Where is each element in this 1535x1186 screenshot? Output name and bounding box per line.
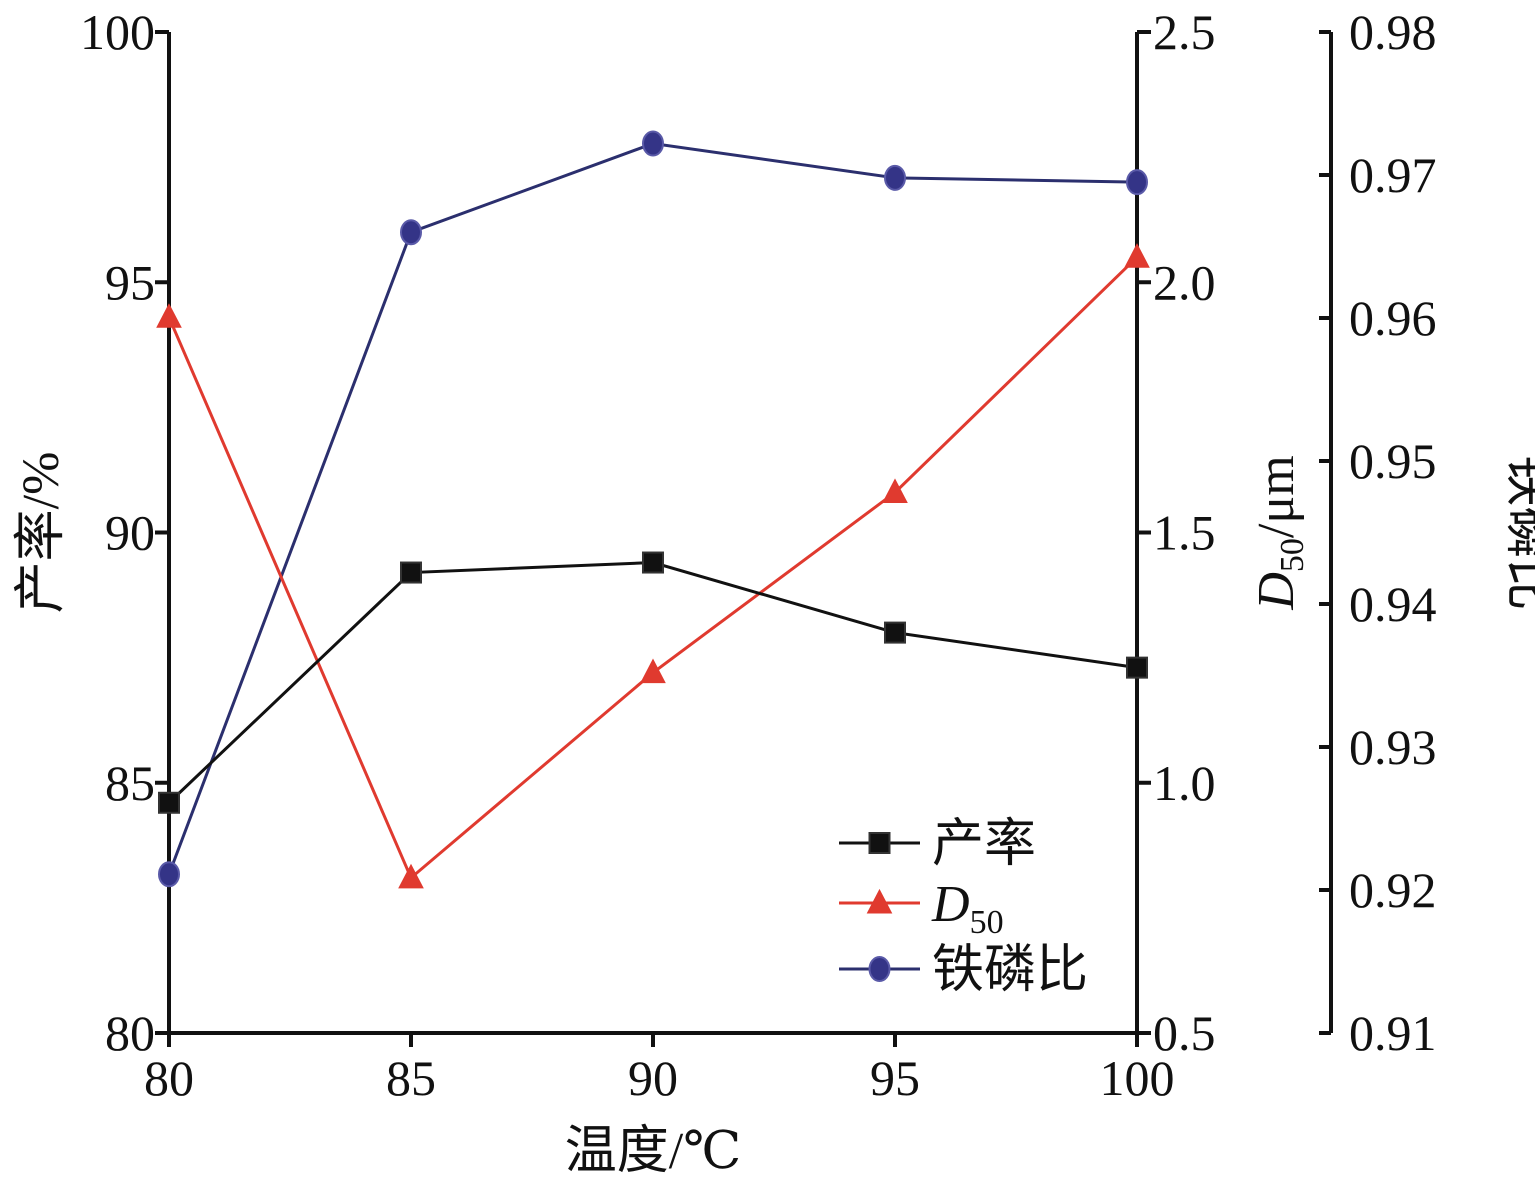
left-y-tick-label: 90 [105,505,155,561]
second-right-y-tick-label: 0.93 [1349,719,1437,775]
data-point-square [884,621,906,644]
x-tick-label: 90 [628,1050,678,1106]
legend-marker-square [868,832,891,854]
left-y-tick-label: 100 [80,4,155,60]
data-point-square [642,551,664,574]
right-y-tick-label: 1.0 [1153,755,1216,811]
second-right-y-tick-label: 0.96 [1349,290,1437,346]
data-point-circle [158,861,180,888]
legend-marker-circle [868,956,891,982]
series-layer [156,130,1150,889]
second-right-y-tick-label: 0.91 [1349,1005,1437,1061]
x-tick-label: 100 [1100,1050,1175,1106]
data-point-circle [1126,169,1148,196]
left-y-tick-label: 95 [105,254,155,310]
data-point-triangle [882,478,908,503]
data-point-square [158,791,180,814]
axes-layer: 80 85 90 95 100 温度/℃ 80 85 90 95 100 产率/% 0.5 1.0 1.5 2… [13,4,1535,1180]
x-axis-title: 温度/℃ [565,1123,742,1180]
left-y-tick-label: 85 [105,755,155,811]
right-y-axis-title: D50/μm [1248,455,1311,610]
legend-label-subscript: 50 [970,904,1004,941]
data-point-circle [642,130,664,157]
series-line-circle [167,142,1138,875]
right-y-tick-label: 1.5 [1153,505,1216,561]
data-point-square [400,561,422,584]
second-right-y-tick-label: 0.97 [1349,147,1437,203]
data-point-square [1126,656,1148,679]
x-tick-label: 95 [870,1050,920,1106]
legend-label: D50 [931,876,1004,941]
legend-label: 产率 [932,816,1036,873]
right-y-tick-label: 0.5 [1153,1005,1216,1061]
legend-label-symbol: D [931,876,970,933]
second-right-y-axis-title: 铁磷比 [1500,454,1535,610]
data-point-triangle [156,303,182,328]
second-right-y-tick-label: 0.98 [1349,4,1437,60]
left-y-tick-label: 80 [105,1005,155,1061]
data-point-triangle [398,863,424,889]
right-y-tick-label: 2.5 [1153,4,1216,60]
right-y-axis-title-subscript: 50 [1274,538,1311,572]
right-y-axis-title-symbol: D [1248,572,1305,611]
second-right-y-tick-label: 0.92 [1349,862,1437,918]
data-point-triangle [1124,243,1150,268]
right-y-tick-label: 2.0 [1153,254,1216,310]
legend-label: 铁磷比 [932,942,1088,999]
legend-marker-triangle [866,888,893,914]
data-point-triangle [640,658,666,684]
data-point-circle [884,164,906,191]
second-right-y-tick-label: 0.95 [1349,433,1437,489]
second-right-y-tick-label: 0.94 [1349,576,1437,632]
x-tick-label: 80 [144,1050,194,1106]
left-y-axis-title: 产率/% [13,452,70,614]
data-point-circle [400,219,422,246]
x-tick-label: 85 [386,1050,436,1106]
right-y-axis-title-unit: /μm [1248,455,1305,538]
